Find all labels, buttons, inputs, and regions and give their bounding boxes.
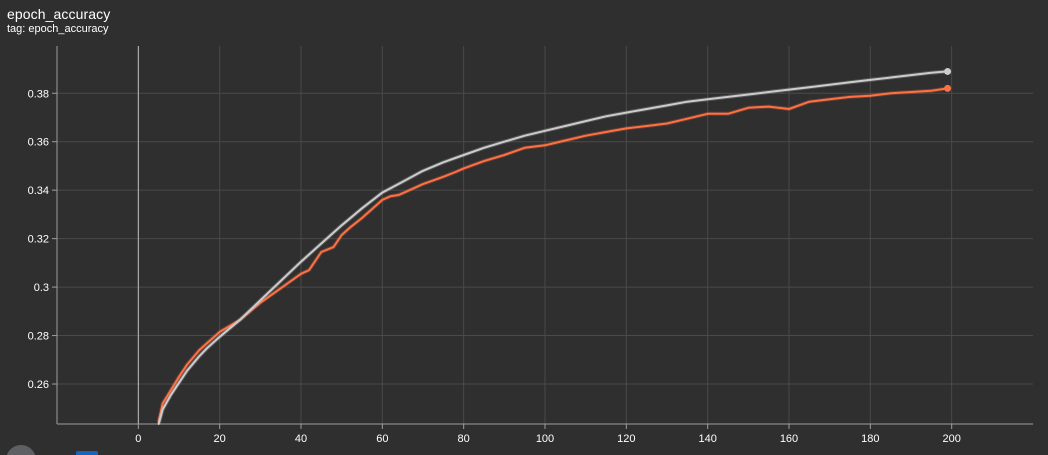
x-tick-label: 60 bbox=[376, 433, 388, 445]
x-tick-label: 0 bbox=[135, 433, 141, 445]
y-tick-label: 0.3 bbox=[34, 282, 49, 294]
chart-title: epoch_accuracy bbox=[7, 6, 111, 22]
series-line-0[interactable] bbox=[157, 87, 949, 423]
tick-labels: 0 20 40 60 80 100 120 140 160 180 200 0.26 0.28 0.3 0.… bbox=[28, 88, 961, 445]
series-line-1[interactable] bbox=[157, 70, 949, 425]
y-tick-label: 0.34 bbox=[28, 185, 49, 197]
chart-tag: tag: epoch_accuracy bbox=[7, 23, 109, 35]
y-tick-label: 0.38 bbox=[28, 88, 49, 100]
x-tick-label: 200 bbox=[942, 433, 960, 445]
series-lines bbox=[156, 67, 952, 425]
y-tick-label: 0.32 bbox=[28, 234, 49, 246]
x-tick-label: 20 bbox=[214, 433, 226, 445]
series-halo-1 bbox=[156, 69, 948, 425]
toggle-log-scale-button[interactable] bbox=[6, 445, 36, 455]
grid bbox=[57, 46, 1033, 424]
x-tick-label: 180 bbox=[861, 433, 879, 445]
x-tick-label: 100 bbox=[536, 433, 554, 445]
x-tick-label: 80 bbox=[458, 433, 470, 445]
series-endpoint-0[interactable] bbox=[944, 84, 952, 92]
x-tick-label: 140 bbox=[698, 433, 716, 445]
series-endpoint-1[interactable] bbox=[944, 67, 952, 75]
x-tick-label: 160 bbox=[780, 433, 798, 445]
axes bbox=[52, 46, 1033, 429]
series-halo-0 bbox=[156, 86, 948, 423]
y-tick-label: 0.36 bbox=[28, 137, 49, 149]
x-tick-label: 120 bbox=[617, 433, 635, 445]
y-tick-label: 0.26 bbox=[28, 379, 49, 391]
fit-domain-button[interactable] bbox=[76, 451, 98, 455]
x-tick-label: 40 bbox=[295, 433, 307, 445]
y-tick-label: 0.28 bbox=[28, 331, 49, 343]
